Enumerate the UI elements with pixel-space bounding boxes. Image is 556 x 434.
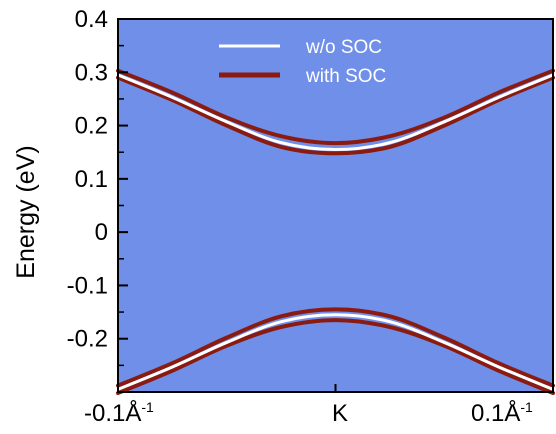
series-line-wo-soc-1 (116, 313, 555, 391)
series-line-with-soc-5 (116, 318, 555, 396)
x-axis: -0.1Å-1 K 0.1Å-1 (84, 384, 533, 427)
legend-label-wo-soc: w/o SOC (305, 37, 382, 58)
y-tick-label: -0.2 (67, 326, 108, 353)
y-axis: 0.4 0.3 0.2 0.1 0 -0.1 -0.2 (67, 6, 128, 367)
x-tick-right-base: 0.1Å (471, 399, 520, 427)
x-tick-right-sup: -1 (520, 399, 533, 415)
x-tick-left-sup: -1 (141, 399, 154, 415)
y-tick-label: 0.1 (75, 166, 108, 193)
x-tick-label-center: K (332, 400, 348, 427)
series-layer (116, 68, 555, 396)
legend-label-with-soc: with SOC (305, 66, 386, 87)
legend: w/o SOC with SOC (219, 37, 386, 87)
y-tick-label: 0 (95, 219, 108, 246)
y-tick-label: 0.3 (75, 59, 108, 86)
series-line-wo-soc-0 (116, 73, 555, 152)
plot-area (118, 19, 553, 392)
x-tick-label-right: 0.1Å-1 (471, 399, 533, 427)
y-tick-label: 0.4 (75, 6, 108, 33)
y-tick-label: -0.1 (67, 272, 108, 299)
y-axis-title: Energy (eV) (12, 145, 40, 278)
x-tick-label-left: -0.1Å-1 (84, 399, 154, 427)
x-tick-left-base: -0.1Å (84, 399, 141, 427)
series-line-with-soc-3 (116, 75, 555, 156)
series-line-with-soc-4 (116, 307, 555, 388)
y-tick-label: 0.2 (75, 113, 108, 140)
series-line-with-soc-2 (116, 68, 555, 146)
